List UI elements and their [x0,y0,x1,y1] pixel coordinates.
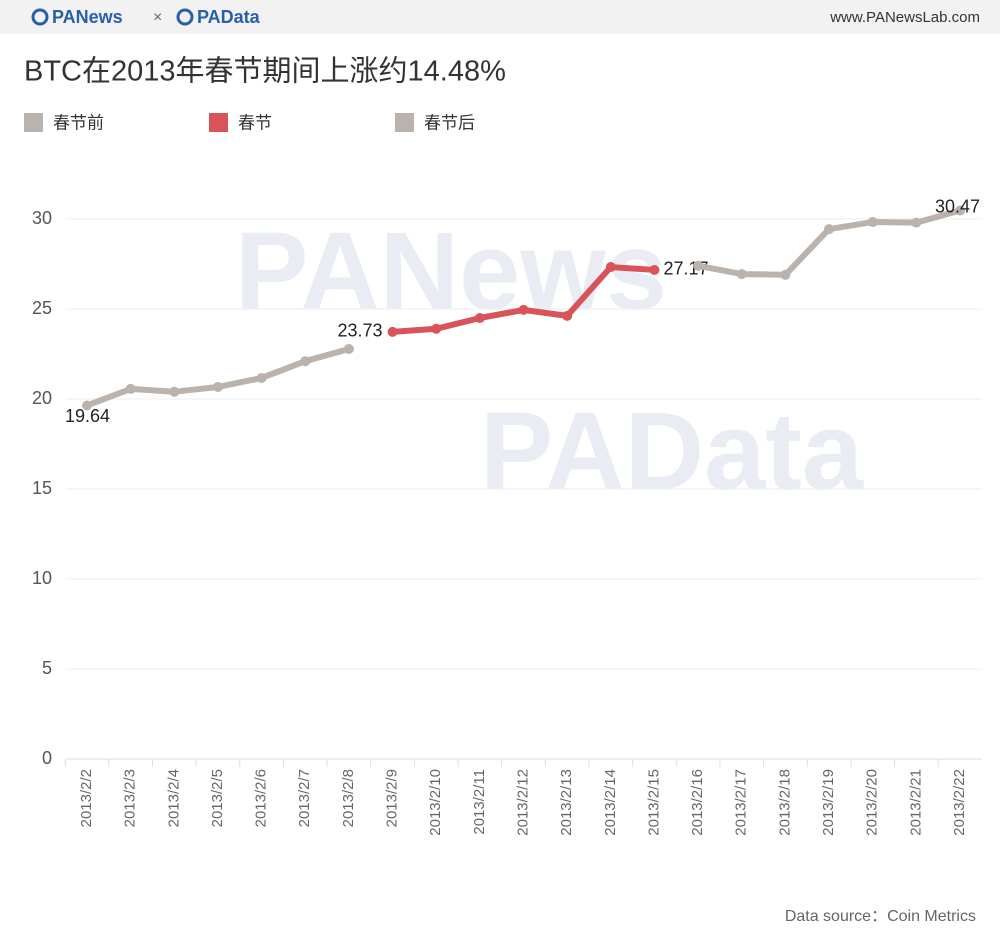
y-tick-label: 25 [32,298,52,318]
x-tick-label: 2013/2/11 [471,769,488,835]
point [82,400,92,411]
x-tick-label: 2013/2/10 [427,769,444,836]
header-bar [0,0,1000,34]
point [780,269,791,280]
point [867,217,878,228]
x-tick-label: 2013/2/14 [602,769,619,836]
data-label: 30.47 [935,196,980,216]
x-tick-label: 2013/2/22 [951,769,968,836]
x-tick-label: 2013/2/4 [165,769,182,827]
point [387,326,398,337]
separator: × [153,9,162,26]
chart-title: BTC在2013年春节期间上涨约14.48% [24,55,506,88]
point [256,372,267,383]
legend-swatch [395,113,414,132]
line [84,345,352,409]
y-tick-label: 15 [32,478,52,498]
logo-icon [176,8,194,26]
x-tick-label: 2013/2/16 [689,769,706,836]
x-tick-label: 2013/2/13 [558,769,575,836]
x-tick-label: 2013/2/18 [776,769,793,836]
y-tick-label: 5 [42,658,52,678]
x-tick-label: 2013/2/20 [864,769,881,836]
point [474,313,485,323]
watermark: PANews [235,210,667,333]
point [736,269,747,280]
legend-label: 春节 [238,113,272,132]
x-tick-label: 2013/2/2 [78,769,95,827]
point [343,343,354,354]
point [300,356,311,367]
point [562,310,573,321]
watermark: PAData [480,390,864,513]
logo-icon [31,8,49,26]
x-tick-label: 2013/2/7 [296,769,313,827]
legend-swatch [209,113,228,132]
x-tick-label: 2013/2/6 [253,769,270,827]
x-tick-label: 2013/2/21 [907,769,924,836]
site-url: www.PANewsLab.com [829,9,980,26]
x-tick-label: 2013/2/3 [122,769,139,827]
data-label: 19.64 [65,406,110,426]
point [605,262,616,273]
y-tick-label: 20 [32,388,52,408]
brand: PAData [197,7,261,27]
x-tick-label: 2013/2/19 [820,769,837,836]
point [824,224,835,235]
point [693,260,704,271]
point [125,383,136,394]
data-label: 23.73 [338,321,383,341]
point [169,386,180,397]
point [955,205,965,216]
legend-swatch [24,113,43,132]
point [911,217,922,228]
y-tick-label: 30 [32,208,52,228]
point [431,323,442,334]
point [212,381,223,392]
x-tick-label: 2013/2/9 [384,769,401,827]
x-tick-label: 2013/2/12 [514,769,531,836]
x-tick-label: 2013/2/15 [645,769,662,836]
x-tick-label: 2013/2/5 [209,769,226,827]
y-tick-label: 10 [32,568,52,588]
y-tick-label: 0 [42,748,52,768]
legend-label: 春节后 [424,113,475,132]
legend-label: 春节前 [53,113,104,132]
point [649,264,660,275]
point [518,304,529,315]
source: Data source：Coin Metrics [785,908,976,925]
x-tick-label: 2013/2/17 [733,769,750,836]
brand: PANews [52,7,123,27]
x-tick-label: 2013/2/8 [340,769,357,827]
